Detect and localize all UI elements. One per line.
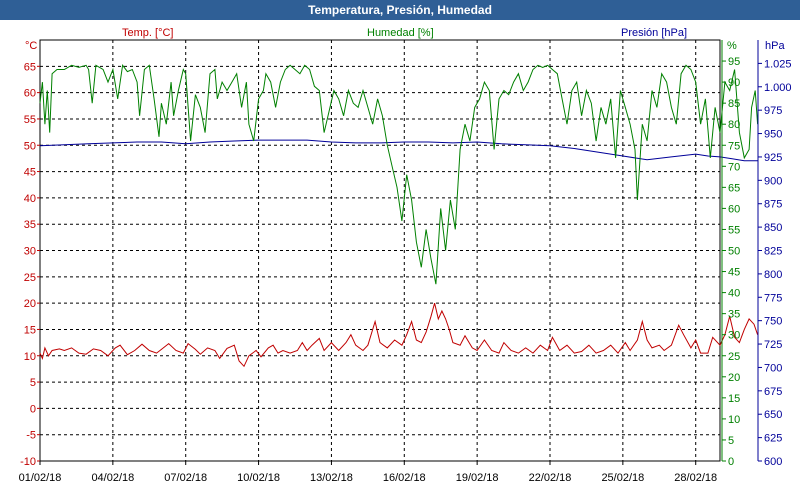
pressure-tick-label: 600 xyxy=(764,456,782,468)
pressure-axis-header: Presión [hPa] xyxy=(621,27,687,39)
x-tick-label: 07/02/18 xyxy=(164,472,207,484)
humidity-tick-label: 25 xyxy=(728,351,740,363)
pressure-tick-label: 775 xyxy=(764,292,782,304)
temperature-tick-label: -5 xyxy=(26,430,36,442)
x-tick-label: 13/02/18 xyxy=(310,472,353,484)
humidity-tick-label: 75 xyxy=(728,140,740,152)
x-tick-label: 10/02/18 xyxy=(237,472,280,484)
pressure-series-line xyxy=(39,139,758,162)
temperature-tick-label: 20 xyxy=(24,298,36,310)
pressure-tick-label: 975 xyxy=(764,105,782,117)
x-tick-label: 28/02/18 xyxy=(674,472,717,484)
temperature-axis-header: Temp. [°C] xyxy=(122,27,173,39)
pressure-tick-label: 825 xyxy=(764,246,782,258)
temperature-tick-label: 5 xyxy=(30,377,36,389)
x-axis: 01/02/18 04/02/18 07/02/18 10/02/18 13/02/18… xyxy=(19,461,717,484)
pressure-tick-label: 850 xyxy=(764,222,782,234)
pressure-tick-label: 750 xyxy=(764,316,782,328)
pressure-tick-label: 800 xyxy=(764,269,782,281)
temperature-tick-label: 25 xyxy=(24,272,36,284)
window-title: Temperatura, Presión, Humedad xyxy=(0,0,800,20)
temperature-axis: -10 -5 0 5 10 15 20 25 30 35 40 45 50 55 60 65 xyxy=(20,61,40,468)
grid-lines xyxy=(40,40,720,461)
humidity-tick-label: 95 xyxy=(728,56,740,68)
humidity-axis-unit: % xyxy=(727,40,737,52)
line-chart: -10 -5 0 5 10 15 20 25 30 35 40 45 50 55 60 65 0 5 10 15 20… xyxy=(19,27,792,484)
pressure-tick-label: 950 xyxy=(764,129,782,141)
pressure-tick-label: 1.000 xyxy=(764,82,792,94)
temperature-tick-label: -10 xyxy=(20,456,36,468)
temperature-tick-label: 10 xyxy=(24,351,36,363)
pressure-tick-label: 875 xyxy=(764,199,782,211)
temperature-tick-label: 60 xyxy=(24,88,36,100)
humidity-tick-label: 20 xyxy=(728,372,740,384)
temperature-tick-label: 30 xyxy=(24,246,36,258)
temperature-tick-label: 15 xyxy=(24,324,36,336)
humidity-axis-header: Humedad [%] xyxy=(367,27,434,39)
humidity-tick-label: 60 xyxy=(728,203,740,215)
humidity-tick-label: 45 xyxy=(728,267,740,279)
pressure-tick-label: 675 xyxy=(764,386,782,398)
humidity-tick-label: 15 xyxy=(728,393,740,405)
pressure-axis-unit: hPa xyxy=(765,40,785,52)
pressure-tick-label: 925 xyxy=(764,152,782,164)
temperature-series-line xyxy=(39,302,759,368)
humidity-tick-label: 70 xyxy=(728,161,740,173)
x-tick-label: 19/02/18 xyxy=(456,472,499,484)
humidity-tick-label: 10 xyxy=(728,414,740,426)
humidity-tick-label: 80 xyxy=(728,119,740,131)
temperature-tick-label: 65 xyxy=(24,61,36,73)
humidity-tick-label: 5 xyxy=(728,435,734,447)
humidity-series-line xyxy=(39,64,759,285)
x-tick-label: 22/02/18 xyxy=(529,472,572,484)
x-tick-label: 01/02/18 xyxy=(19,472,62,484)
humidity-tick-label: 65 xyxy=(728,182,740,194)
temperature-axis-unit: °C xyxy=(25,40,37,52)
humidity-axis: 0 5 10 15 20 25 30 35 40 45 50 55 60 65 70 75 80 85 90 95 xyxy=(721,40,740,468)
temperature-tick-label: 45 xyxy=(24,167,36,179)
x-tick-label: 25/02/18 xyxy=(601,472,644,484)
humidity-tick-label: 90 xyxy=(728,77,740,89)
temperature-tick-label: 0 xyxy=(30,403,36,415)
humidity-tick-label: 30 xyxy=(728,330,740,342)
pressure-axis: 600 625 650 675 700 725 750 775 800 825 850 875 900 9… xyxy=(757,40,792,468)
humidity-tick-label: 85 xyxy=(728,98,740,110)
temperature-tick-label: 50 xyxy=(24,140,36,152)
series-layer xyxy=(39,64,759,368)
x-tick-label: 04/02/18 xyxy=(91,472,134,484)
pressure-tick-label: 900 xyxy=(764,175,782,187)
humidity-tick-label: 35 xyxy=(728,309,740,321)
pressure-tick-label: 625 xyxy=(764,433,782,445)
temperature-tick-label: 35 xyxy=(24,219,36,231)
pressure-tick-label: 725 xyxy=(764,339,782,351)
humidity-tick-label: 40 xyxy=(728,288,740,300)
pressure-tick-label: 1.025 xyxy=(764,58,792,70)
x-tick-label: 16/02/18 xyxy=(383,472,426,484)
temperature-tick-label: 40 xyxy=(24,193,36,205)
temperature-tick-label: 55 xyxy=(24,114,36,126)
humidity-tick-label: 50 xyxy=(728,246,740,258)
pressure-tick-label: 650 xyxy=(764,409,782,421)
pressure-tick-label: 700 xyxy=(764,362,782,374)
humidity-tick-label: 55 xyxy=(728,224,740,236)
humidity-tick-label: 0 xyxy=(728,456,734,468)
